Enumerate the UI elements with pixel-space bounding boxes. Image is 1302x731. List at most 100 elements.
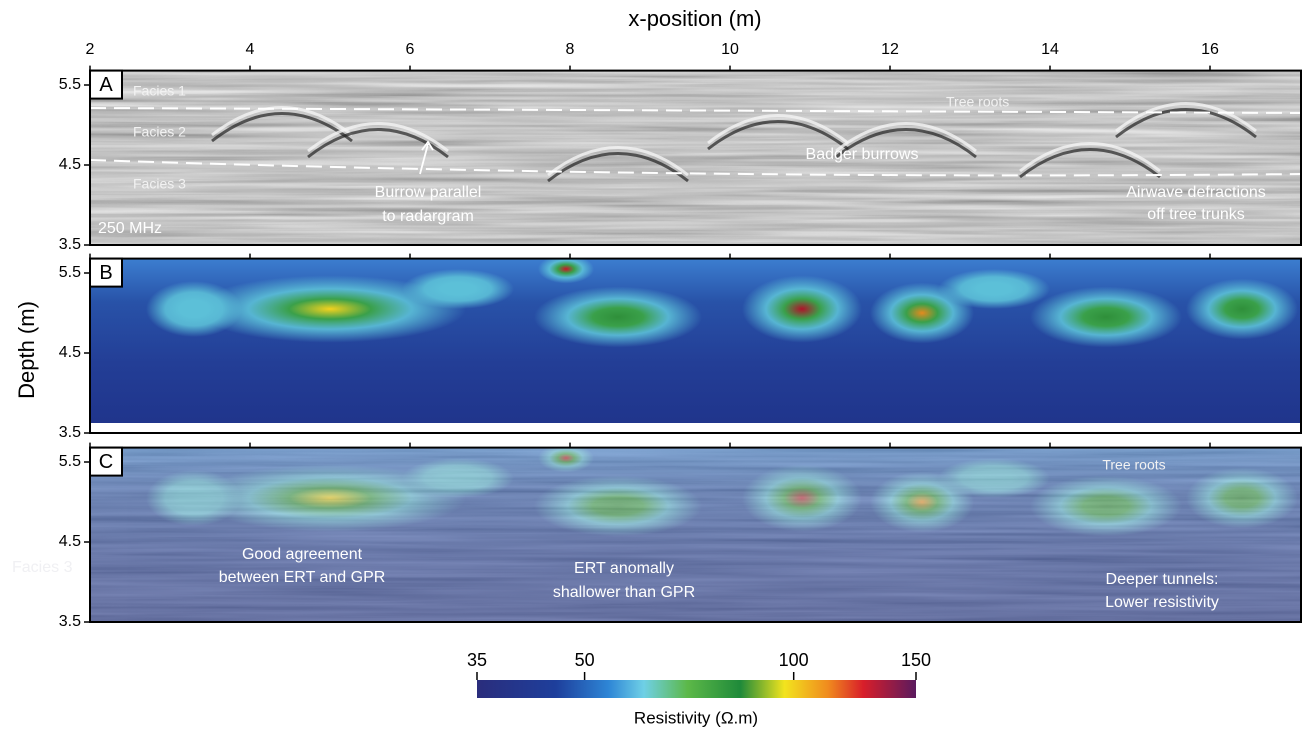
annotation: Tree roots	[946, 94, 1009, 110]
frequency-label: 250 MHz	[98, 220, 162, 237]
y-axis-label: Depth (m)	[14, 301, 39, 399]
panel-label: A	[99, 74, 113, 96]
resistivity-anomaly	[1030, 475, 1182, 537]
y-tick-label: 3.5	[59, 613, 81, 630]
y-tick-label: 5.5	[59, 264, 81, 281]
annotation: Lower resistivity	[1105, 594, 1219, 611]
resistivity-anomaly	[146, 470, 242, 526]
panel-image	[90, 258, 1302, 433]
colorbar-tick-label: 50	[575, 650, 595, 670]
reflection	[307, 128, 449, 159]
colorbar-tick-label: 150	[901, 650, 931, 670]
panel-image	[90, 447, 1302, 622]
panel-label-box	[89, 446, 123, 477]
x-axis-label: x-position (m)	[628, 6, 761, 31]
panel-frame	[89, 446, 1302, 623]
resistivity-anomaly	[1186, 278, 1298, 340]
y-tick-label: 4.5	[59, 156, 81, 173]
annotation: between ERT and GPR	[219, 569, 386, 586]
reflection	[707, 114, 849, 145]
resistivity-anomaly	[1186, 467, 1298, 529]
resistivity-anomaly	[538, 258, 594, 284]
colorbar: Resistivity (Ω.m) 35 50 100 150	[467, 650, 931, 728]
arrow	[419, 140, 434, 175]
reflection	[1115, 102, 1257, 133]
panel-c-annotations: Tree roots Good agreement between ERT an…	[12, 457, 1219, 612]
colorbar-tick-label: 100	[779, 650, 809, 670]
resistivity-anomaly	[402, 269, 514, 309]
y-tick-label: 4.5	[59, 344, 81, 361]
x-tick-label: 16	[1201, 41, 1219, 58]
y-tick-label: 3.5	[59, 236, 81, 253]
x-tick-label: 12	[881, 41, 899, 58]
reflection	[211, 106, 353, 137]
reflection	[307, 122, 449, 153]
facies-boundary	[90, 107, 1302, 114]
reflection	[835, 128, 977, 159]
x-tick-label: 14	[1041, 41, 1059, 58]
y-tick-label: 4.5	[59, 533, 81, 550]
x-tick-label: 8	[566, 41, 575, 58]
panel-image	[90, 70, 1302, 245]
annotation: off tree trunks	[1147, 206, 1245, 223]
annotation: shallower than GPR	[553, 584, 695, 601]
panels: A 3.5 4.5 5.5 B 3.5 4.5 5.5 C 3.5 4.5 5.5	[59, 65, 1302, 630]
resistivity-anomaly	[402, 458, 514, 498]
y-tick-label: 5.5	[59, 453, 81, 470]
panel-label: B	[99, 262, 112, 284]
reflection	[211, 112, 353, 143]
annotation: Facies 1	[133, 83, 186, 99]
reflection	[1019, 148, 1161, 179]
x-tick-label: 4	[246, 41, 255, 58]
reflection	[707, 120, 849, 151]
colorbar-tick-label: 35	[467, 650, 487, 670]
reflection	[1115, 108, 1257, 139]
resistivity-anomaly	[938, 458, 1050, 498]
resistivity-anomaly	[742, 464, 862, 532]
x-tick-label: 2	[86, 41, 95, 58]
resistivity-anomaly	[534, 286, 702, 348]
resistivity-anomaly	[146, 281, 242, 337]
colorbar-scale	[477, 680, 916, 698]
panel-frame	[89, 69, 1302, 246]
resistivity-anomaly	[534, 475, 702, 537]
annotation: Facies 3	[12, 559, 73, 576]
resistivity-anomaly	[194, 275, 466, 343]
resistivity-anomaly	[538, 447, 594, 473]
resistivity-anomaly	[938, 269, 1050, 309]
reflection	[835, 122, 977, 153]
panel-a-annotations: Facies 1 Facies 2 Facies 3 Tree roots Bu…	[98, 83, 1266, 238]
resistivity-image	[90, 258, 1302, 433]
radargram	[90, 70, 1302, 245]
x-tick-label: 6	[406, 41, 415, 58]
reflection	[547, 146, 689, 177]
annotation: Tree roots	[1102, 457, 1165, 473]
annotation: Badger burrows	[806, 146, 919, 163]
y-tick-label: 3.5	[59, 424, 81, 441]
annotation: Facies 2	[133, 124, 186, 140]
annotation: Airwave defractions	[1126, 184, 1266, 201]
panel-frame	[89, 257, 1302, 434]
panel: C 3.5 4.5 5.5	[59, 442, 1302, 630]
no-data	[90, 423, 1302, 433]
reflection	[547, 152, 689, 183]
panel: A 3.5 4.5 5.5	[59, 65, 1302, 253]
annotation: Good agreement	[242, 546, 363, 563]
annotation: Deeper tunnels:	[1106, 571, 1219, 588]
annotation: to radargram	[382, 208, 474, 225]
resistivity-image	[90, 447, 1302, 622]
annotation: Facies 3	[133, 176, 186, 192]
resistivity-anomaly	[194, 464, 466, 532]
annotation: ERT anomally	[574, 560, 674, 577]
resistivity-anomaly	[742, 275, 862, 343]
reflection	[1019, 142, 1161, 173]
panel: B 3.5 4.5 5.5	[59, 253, 1302, 441]
panel-label-box	[89, 69, 123, 100]
facies-boundary	[90, 159, 1302, 177]
annotation: Burrow parallel	[375, 184, 482, 201]
y-tick-label: 5.5	[59, 76, 81, 93]
resistivity-anomaly	[1030, 286, 1182, 348]
x-tick-label: 10	[721, 41, 739, 58]
panel-label: C	[99, 451, 113, 473]
